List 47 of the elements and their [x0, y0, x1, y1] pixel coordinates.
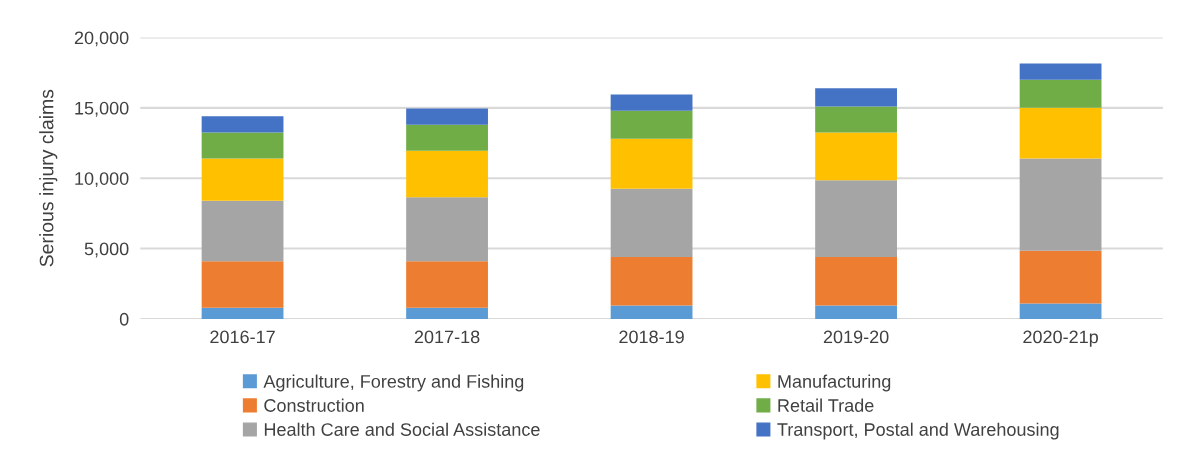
bar: [610, 188, 693, 258]
y-tick-label: 5,000: [84, 242, 129, 258]
bar: [1019, 158, 1102, 251]
bar: [610, 257, 693, 306]
legend-label: Agriculture, Forestry and Fishing: [263, 374, 524, 392]
bar: [201, 158, 284, 201]
y-tick-label: 20,000: [74, 31, 129, 47]
legend-label: Retail Trade: [778, 398, 874, 412]
x-tick-label: 2018-19: [619, 330, 684, 344]
y-tick-label: 0: [119, 312, 129, 326]
legend-label: Construction: [264, 398, 364, 412]
bar: [201, 132, 284, 159]
bar: [201, 307, 284, 319]
bar: [406, 108, 488, 125]
bar: [406, 197, 488, 262]
bar: [815, 88, 897, 107]
x-tick-label: 2020-21p: [1023, 330, 1098, 347]
x-tick-label: 2016-17: [210, 330, 275, 344]
bar: [610, 138, 693, 189]
bar: [406, 124, 488, 151]
bar: [610, 94, 693, 111]
y-tick-label: 15,000: [75, 101, 129, 117]
bar: [201, 261, 284, 308]
y-tick-label: 10,000: [75, 172, 129, 188]
bar: [815, 106, 897, 133]
bar: [610, 110, 693, 139]
bar: [1019, 107, 1102, 159]
bar: [201, 116, 284, 133]
bar: [815, 257, 897, 306]
bar: [1019, 303, 1102, 319]
bar: [815, 305, 897, 319]
bar: [815, 132, 897, 181]
legend-label: Manufacturing: [778, 374, 891, 392]
bar: [610, 305, 693, 319]
bar: [406, 150, 488, 198]
bar: [406, 307, 488, 319]
legend-label: Transport, Postal and Warehousing: [777, 422, 1059, 440]
y-axis-title: Serious injury claims: [39, 89, 58, 267]
bar: [1019, 79, 1102, 108]
bar: [201, 200, 284, 262]
bar: [1019, 63, 1102, 80]
bar: [815, 180, 897, 258]
x-tick-label: 2017-18: [414, 330, 480, 344]
bar: [406, 261, 488, 308]
x-tick-label: 2019-20: [823, 330, 889, 344]
bar: [1019, 250, 1102, 304]
legend-label: Health Care and Social Assistance: [264, 422, 540, 436]
